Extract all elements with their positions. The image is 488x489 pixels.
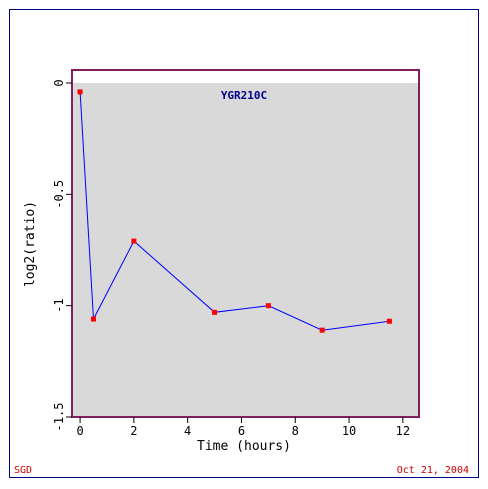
footer-right: Oct 21, 2004 (397, 465, 469, 476)
plot-border (71, 69, 420, 418)
x-tick-label: 2 (130, 424, 137, 438)
x-tick-label: 10 (342, 424, 356, 438)
series-layer (77, 89, 392, 333)
x-tick-label: 12 (396, 424, 410, 438)
y-axis: 0 -0.5 -1 -1.5 (52, 79, 72, 431)
y-axis-label: log2(ratio) (23, 201, 38, 287)
chart-title: YGR210C (221, 89, 267, 102)
data-point (265, 303, 271, 309)
x-tick-label: 6 (238, 424, 245, 438)
x-tick-label: 4 (184, 424, 191, 438)
x-axis: 0 2 4 6 8 10 12 (76, 417, 410, 438)
y-tick-label: -1 (52, 298, 66, 312)
data-point (91, 316, 97, 322)
x-axis-label: Time (hours) (197, 439, 291, 454)
y-tick-label: -0.5 (52, 180, 66, 209)
x-tick-label: 0 (76, 424, 83, 438)
data-point (131, 238, 137, 244)
data-point (212, 309, 218, 315)
y-tick-label: 0 (52, 79, 66, 86)
x-tick-label: 8 (292, 424, 299, 438)
plot-area (72, 83, 419, 417)
footer-left: SGD (14, 465, 32, 476)
data-point (77, 89, 83, 95)
data-point (386, 318, 392, 324)
y-tick-label: -1.5 (52, 403, 66, 432)
data-point (319, 327, 325, 333)
